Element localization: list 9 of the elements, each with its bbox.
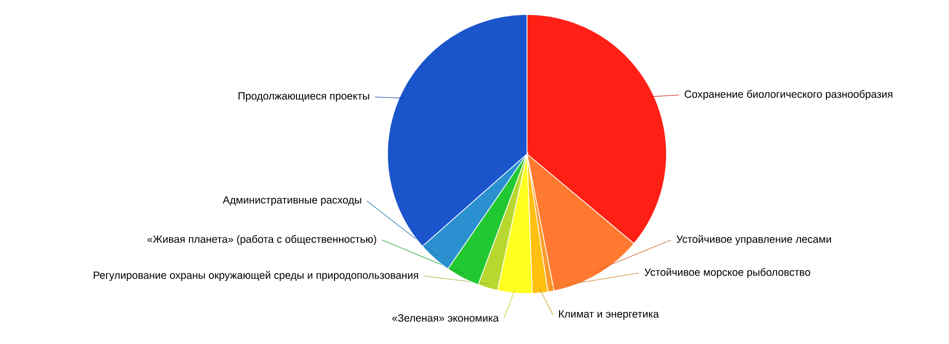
slice-label: «Зеленая» экономика [392, 314, 499, 322]
slice-label: «Живая планета» (работа с общественностью) [147, 235, 376, 245]
slice-label: Регулирование охраны окружающей среды и природопользования [94, 271, 418, 281]
slice-label: Продолжающиеся проекты [238, 92, 370, 102]
slice-label: Административные расходы [222, 196, 362, 206]
slice-label: Климат и энергетика [559, 310, 659, 320]
slice-label: Сохранение биологического разнообразия [684, 90, 892, 100]
slice-label: Устойчивое морское рыболовство [644, 268, 810, 278]
slice-label: Устойчивое управление лесами [676, 235, 831, 245]
